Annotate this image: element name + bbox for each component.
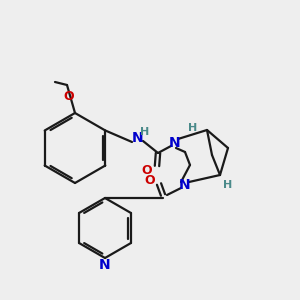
Text: H: H: [140, 127, 150, 137]
Text: H: H: [224, 180, 232, 190]
Text: N: N: [169, 136, 181, 150]
Text: N: N: [179, 178, 191, 192]
Text: H: H: [188, 123, 198, 133]
Text: N: N: [132, 131, 144, 145]
Text: O: O: [64, 89, 74, 103]
Text: O: O: [145, 175, 155, 188]
Text: O: O: [142, 164, 152, 178]
Text: N: N: [99, 258, 111, 272]
